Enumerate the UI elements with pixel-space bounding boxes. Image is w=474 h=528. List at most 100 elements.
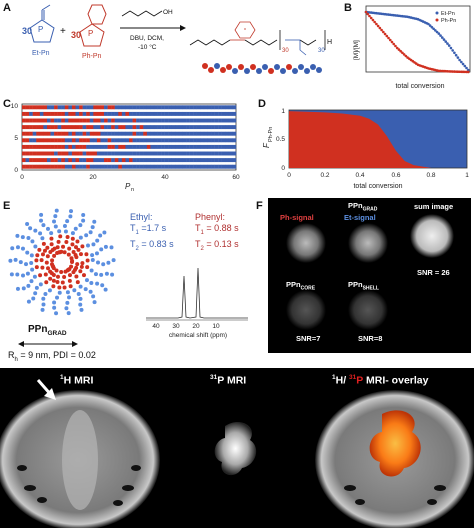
c-unit-3-49 <box>196 125 201 130</box>
c-xtick-0: 0 <box>20 174 24 181</box>
c-unit-4-16 <box>79 131 83 136</box>
c-unit-5-9 <box>54 138 58 143</box>
b-point-1-17 <box>394 44 397 48</box>
c-unit-6-2 <box>29 144 33 149</box>
c-unit-1-0 <box>22 111 26 116</box>
c-unit-4-0 <box>22 131 26 136</box>
c-unit-5-13 <box>68 138 73 143</box>
c-unit-3-39 <box>161 125 165 130</box>
c-unit-7-35 <box>146 151 151 156</box>
product-structure <box>189 21 326 56</box>
c-unit-7-10 <box>57 151 62 156</box>
c-unit-3-6 <box>43 125 48 130</box>
c-unit-5-54 <box>214 138 219 143</box>
b-point-1-6 <box>375 22 378 26</box>
c-unit-4-21 <box>96 131 101 136</box>
c-unit-5-34 <box>143 138 148 143</box>
c-unit-2-32 <box>136 118 140 123</box>
c-unit-4-6 <box>43 131 48 136</box>
b-point-1-19 <box>397 48 401 51</box>
micelle-bead-12-1 <box>45 254 50 259</box>
c-unit-7-27 <box>118 151 123 156</box>
spec-tick-30: 30 <box>172 323 180 330</box>
micelle-bead-17-3 <box>65 234 70 239</box>
c-unit-4-47 <box>189 131 194 136</box>
c-unit-0-24 <box>107 105 112 110</box>
p-mri-image <box>214 421 257 476</box>
c-unit-6-5 <box>39 144 44 149</box>
c-unit-8-13 <box>68 158 73 163</box>
c-unit-0-15 <box>75 105 80 110</box>
c-unit-2-19 <box>89 118 94 123</box>
c-unit-2-5 <box>39 118 44 123</box>
c-unit-8-1 <box>25 158 30 163</box>
micelle-bead-6-4 <box>57 290 62 295</box>
micelle-bead-18-4 <box>70 231 75 236</box>
c-unit-2-6 <box>43 118 48 123</box>
c-unit-6-36 <box>150 144 155 149</box>
c-unit-5-8 <box>50 138 55 143</box>
c-unit-1-44 <box>178 111 183 116</box>
c-unit-4-56 <box>221 131 226 136</box>
c-unit-9-35 <box>146 164 151 169</box>
c-unit-0-10 <box>57 105 62 110</box>
micelle-bead-14-4 <box>40 236 45 241</box>
micelle-bead-5-2 <box>60 280 65 285</box>
c-unit-3-3 <box>32 125 37 130</box>
c-unit-7-53 <box>211 151 215 156</box>
c-unit-8-12 <box>64 158 69 163</box>
c-unit-3-57 <box>225 125 230 130</box>
c-unit-5-56 <box>221 138 226 143</box>
c-unit-3-1 <box>25 125 30 130</box>
conditions-line2: -10 °C <box>138 43 157 51</box>
c-unit-7-1 <box>25 151 30 156</box>
c-unit-2-41 <box>168 118 172 123</box>
c-unit-0-57 <box>225 105 230 110</box>
panel-letter-a: A <box>3 2 11 14</box>
c-unit-8-47 <box>189 158 194 163</box>
chart-b-xlabel: total conversion <box>395 83 444 90</box>
c-unit-2-28 <box>121 118 126 123</box>
b-point-0-52 <box>454 53 458 57</box>
b-point-0-36 <box>427 22 430 26</box>
c-unit-6-59 <box>232 144 237 149</box>
micelle-bead-11-8 <box>8 258 13 263</box>
micelle-bead-21-7 <box>103 244 108 249</box>
c-unit-6-14 <box>71 144 76 149</box>
c-unit-4-30 <box>129 131 133 136</box>
c-unit-8-2 <box>29 158 33 163</box>
c-unit-4-4 <box>36 131 41 136</box>
c-unit-0-17 <box>82 105 87 110</box>
micelle-bead-13-8 <box>15 233 20 238</box>
c-unit-7-56 <box>221 151 226 156</box>
micelle-bead-10-4 <box>30 267 35 272</box>
c-unit-0-45 <box>182 105 187 110</box>
c-unit-1-26 <box>114 111 119 116</box>
c-unit-9-34 <box>143 164 148 169</box>
c-unit-6-53 <box>211 144 215 149</box>
micelle-bead-16-3 <box>58 234 63 239</box>
c-unit-1-39 <box>161 111 165 116</box>
c-unit-7-7 <box>46 151 51 156</box>
c-unit-1-53 <box>211 111 215 116</box>
c-unit-5-32 <box>136 138 140 143</box>
c-unit-3-17 <box>82 125 87 130</box>
c-unit-0-8 <box>50 105 55 110</box>
c-unit-6-54 <box>214 144 219 149</box>
micelle-bead-12-5 <box>25 250 30 255</box>
b-point-1-15 <box>390 40 394 44</box>
c-unit-3-10 <box>57 125 62 130</box>
micelle-bead-15-5 <box>45 226 50 231</box>
micelle-bead-18-3 <box>70 236 75 241</box>
micelle-bead-12-2 <box>40 252 45 257</box>
micelle-bead-18-1 <box>67 246 72 251</box>
c-unit-7-36 <box>150 151 155 156</box>
c-unit-7-49 <box>196 151 201 156</box>
c-unit-1-11 <box>61 111 65 116</box>
c-unit-9-0 <box>22 164 26 169</box>
c-unit-5-20 <box>93 138 98 143</box>
c-unit-6-29 <box>125 144 130 149</box>
c-unit-0-16 <box>79 105 83 110</box>
c-unit-6-42 <box>171 144 176 149</box>
micelle-bead-0-4 <box>90 258 95 263</box>
